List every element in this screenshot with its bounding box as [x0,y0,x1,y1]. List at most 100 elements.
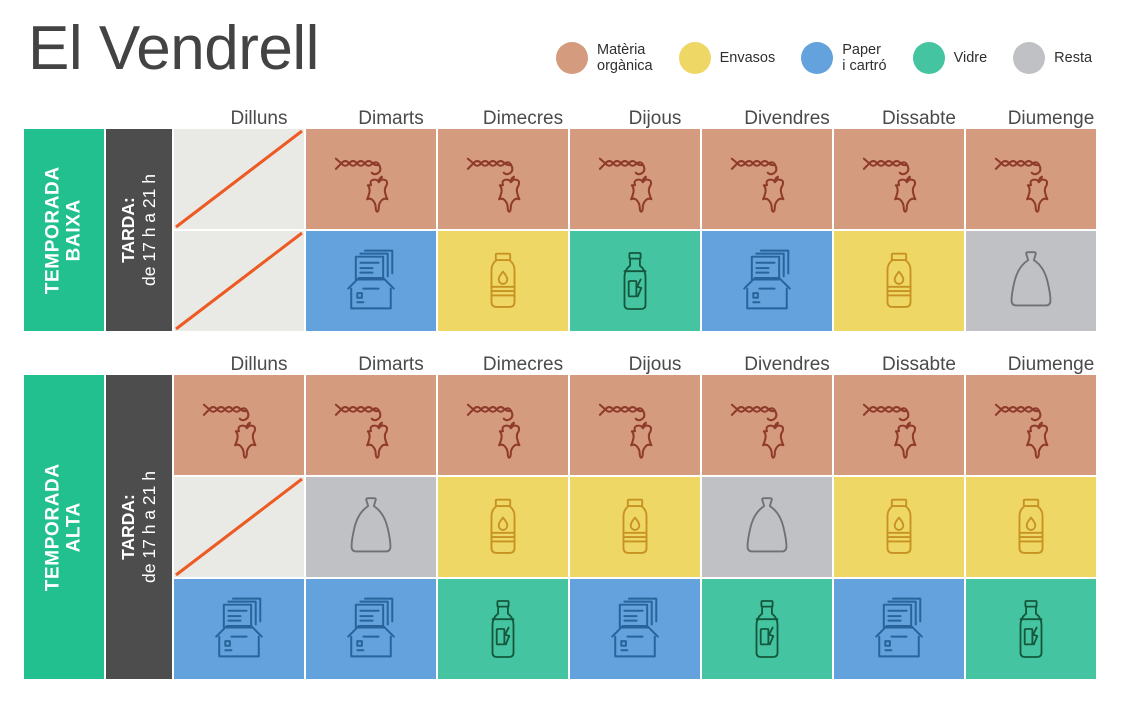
cell-diumenge-organica[interactable] [966,129,1096,229]
glass-bottle-icon [732,594,802,664]
legend-item-resta: Resta [1013,42,1092,75]
page-title: El Vendrell [28,14,319,83]
cell-dilluns-empty[interactable] [174,477,304,577]
plastic-bottle-icon [863,491,935,563]
fishbone-apple-core-icon [992,140,1070,218]
no-collection-diagonal-icon [175,231,303,331]
cell-dissabte-paper[interactable] [834,579,964,679]
schedule-grid: TEMPORADA ALTA TARDA: de 17 h a 21 h [24,375,1096,679]
schedule-rows [174,375,1096,679]
day-header-divendres: Divendres [744,354,830,375]
legend-swatch-vidre [912,42,945,75]
plastic-bottle-icon [467,245,539,317]
cell-dilluns-organica[interactable] [174,375,304,475]
cell-dimecres-envasos[interactable] [438,477,568,577]
time-badge-label: TARDA: de 17 h a 21 h [118,471,160,583]
fishbone-apple-core-icon [596,140,674,218]
plastic-bottle-icon [863,245,935,317]
cell-dimarts-paper[interactable] [306,579,436,679]
day-header-dilluns: Dilluns [230,108,288,129]
cell-divendres-organica[interactable] [702,375,832,475]
time-badge-hours: de 17 h a 21 h [139,471,159,583]
garbage-bag-icon [335,491,407,563]
cell-dijous-paper[interactable] [570,579,700,679]
legend-label-materia-organica: Matèria orgànica [597,42,653,75]
day-header-dijous: Dijous [628,108,682,129]
box-with-papers-icon [861,591,937,667]
fishbone-apple-core-icon [728,386,806,464]
cell-dimarts-paper[interactable] [306,231,436,331]
day-header-dimecres: Dimecres [482,354,564,375]
fishbone-apple-core-icon [860,140,938,218]
fishbone-apple-core-icon [860,386,938,464]
cell-dissabte-organica[interactable] [834,129,964,229]
cell-divendres-organica[interactable] [702,129,832,229]
schedule-row [174,129,1096,231]
glass-bottle-icon [468,594,538,664]
cell-dijous-envasos[interactable] [570,477,700,577]
waste-type-legend: Matèria orgànica Envasos Paper i cartró Vid… [556,42,1118,75]
legend-item-materia-organica: Matèria orgànica [556,42,653,75]
day-header-row: Dilluns Dimarts Dimecres Dijous Divendres Dis… [194,351,1116,379]
cell-divendres-vidre[interactable] [702,579,832,679]
cell-diumenge-organica[interactable] [966,375,1096,475]
schedule-grid: TEMPORADA BAIXA TARDA: de 17 h a 21 h [24,129,1096,331]
cell-diumenge-envasos[interactable] [966,477,1096,577]
fishbone-apple-core-icon [596,386,674,464]
fishbone-apple-core-icon [464,386,542,464]
day-header-dimecres: Dimecres [482,108,564,129]
day-header-dilluns: Dilluns [230,354,288,375]
cell-dijous-organica[interactable] [570,375,700,475]
cell-dimecres-envasos[interactable] [438,231,568,331]
day-header-dissabte: Dissabte [882,354,956,375]
schedule-row [174,579,1096,679]
cell-dimarts-organica[interactable] [306,129,436,229]
page-header: El Vendrell Matèria orgànica Envasos Paper… [0,0,1127,105]
cell-diumenge-vidre[interactable] [966,579,1096,679]
time-badge-alta: TARDA: de 17 h a 21 h [106,375,172,679]
fishbone-apple-core-icon [200,386,278,464]
garbage-bag-icon [731,491,803,563]
cell-dimecres-organica[interactable] [438,375,568,475]
time-badge-baixa: TARDA: de 17 h a 21 h [106,129,172,331]
day-header-dissabte: Dissabte [882,108,956,129]
time-badge-label: TARDA: de 17 h a 21 h [118,174,160,286]
fishbone-apple-core-icon [992,386,1070,464]
fishbone-apple-core-icon [728,140,806,218]
season-badge-label: TEMPORADA BAIXA [42,166,85,294]
cell-dimarts-resta[interactable] [306,477,436,577]
schedule-row [174,375,1096,477]
cell-divendres-resta[interactable] [702,477,832,577]
day-header-diumenge: Diumenge [1007,108,1095,129]
cell-dissabte-envasos[interactable] [834,477,964,577]
cell-dilluns-empty[interactable] [174,231,304,331]
no-collection-diagonal-icon [175,477,303,577]
schedule-row [174,477,1096,579]
plastic-bottle-icon [599,491,671,563]
cell-dijous-organica[interactable] [570,129,700,229]
cell-dissabte-envasos[interactable] [834,231,964,331]
legend-item-vidre: Vidre [912,42,987,75]
cell-dijous-vidre[interactable] [570,231,700,331]
cell-dimecres-organica[interactable] [438,129,568,229]
box-with-papers-icon [201,591,277,667]
schedule-rows [174,129,1096,331]
cell-diumenge-resta[interactable] [966,231,1096,331]
legend-item-paper-i-cartro: Paper i cartró [801,42,887,75]
cell-dimarts-organica[interactable] [306,375,436,475]
cell-dilluns-paper[interactable] [174,579,304,679]
plastic-bottle-icon [995,491,1067,563]
season-badge-label: TEMPORADA ALTA [42,463,85,591]
legend-label-envasos: Envasos [719,50,776,67]
fishbone-apple-core-icon [464,140,542,218]
box-with-papers-icon [729,243,805,319]
cell-divendres-paper[interactable] [702,231,832,331]
box-with-papers-icon [597,591,673,667]
cell-dimecres-vidre[interactable] [438,579,568,679]
time-badge-hours: de 17 h a 21 h [139,174,159,286]
cell-dissabte-organica[interactable] [834,375,964,475]
day-header-dijous: Dijous [628,354,682,375]
cell-dilluns-empty[interactable] [174,129,304,229]
plastic-bottle-icon [467,491,539,563]
